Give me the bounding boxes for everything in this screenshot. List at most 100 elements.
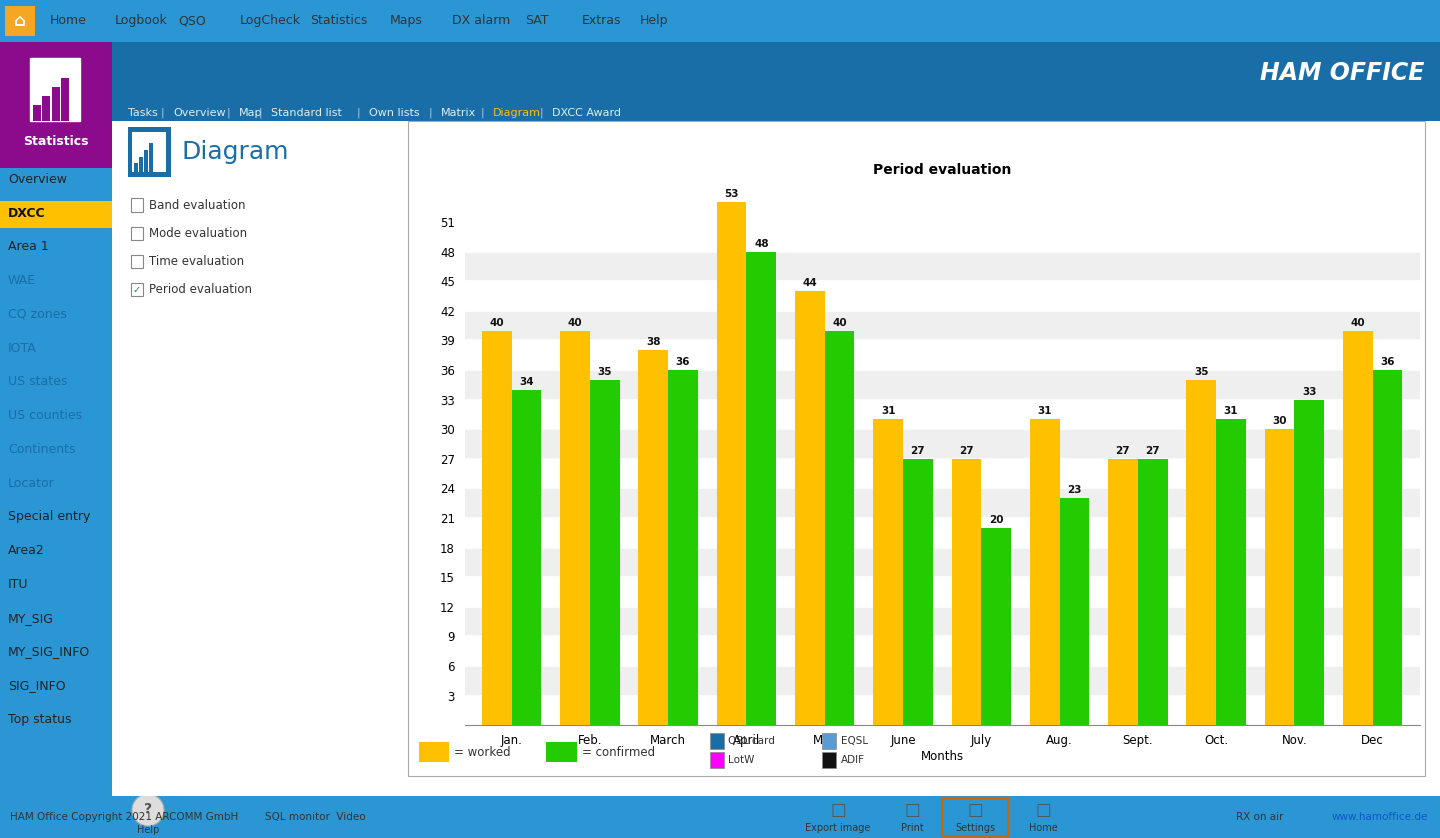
Text: Diagram: Diagram	[181, 140, 289, 164]
Text: Help: Help	[137, 825, 160, 835]
Bar	[112, 103, 1440, 121]
Bar	[128, 127, 170, 177]
Text: 31: 31	[1037, 406, 1051, 416]
Bar	[795, 291, 825, 725]
Text: Area2: Area2	[9, 544, 45, 557]
Text: 40: 40	[1351, 318, 1365, 328]
Text: 23: 23	[1067, 485, 1081, 495]
Bar	[150, 143, 153, 173]
Text: MY_SIG_INFO: MY_SIG_INFO	[9, 645, 91, 659]
Text: Home: Home	[1028, 823, 1057, 833]
Bar	[668, 370, 698, 725]
Bar	[131, 255, 143, 268]
Text: |: |	[429, 107, 432, 118]
Text: Maps: Maps	[390, 14, 423, 28]
Text: RX on air: RX on air	[1237, 812, 1283, 822]
Bar	[952, 459, 981, 725]
Bar	[710, 753, 724, 768]
Text: QSO: QSO	[179, 14, 206, 28]
Text: Standard list: Standard list	[271, 108, 341, 118]
Bar	[465, 666, 1420, 696]
Bar	[1264, 429, 1295, 725]
Bar	[710, 733, 724, 749]
Text: Statistics: Statistics	[23, 135, 89, 148]
Text: US states: US states	[9, 375, 68, 388]
Text: 31: 31	[881, 406, 896, 416]
Text: Period evaluation: Period evaluation	[150, 283, 252, 296]
Text: CQ zones: CQ zones	[9, 308, 66, 321]
Text: 33: 33	[1302, 386, 1316, 396]
Bar	[1372, 370, 1403, 725]
X-axis label: Months: Months	[920, 750, 963, 763]
Bar	[546, 742, 577, 763]
Text: SAT: SAT	[526, 14, 549, 28]
Text: □: □	[904, 801, 920, 819]
Text: □: □	[829, 801, 845, 819]
Text: Help: Help	[639, 14, 668, 28]
Text: |: |	[258, 107, 262, 118]
Text: 35: 35	[598, 367, 612, 377]
Text: 27: 27	[1145, 446, 1161, 456]
Text: |: |	[161, 107, 164, 118]
Bar	[465, 547, 1420, 577]
Bar	[60, 78, 69, 121]
Text: Top status: Top status	[9, 713, 72, 726]
Text: Own lists: Own lists	[369, 108, 420, 118]
Text: www.hamoffice.de: www.hamoffice.de	[1332, 812, 1428, 822]
Bar	[465, 251, 1420, 282]
Bar	[1215, 419, 1246, 725]
Bar	[465, 370, 1420, 400]
Bar	[942, 798, 1008, 836]
Text: LotW: LotW	[729, 755, 755, 765]
Bar	[822, 753, 837, 768]
Text: Print: Print	[900, 823, 923, 833]
Bar	[638, 350, 668, 725]
Text: 27: 27	[959, 446, 973, 456]
Text: Extras: Extras	[582, 14, 622, 28]
Text: 27: 27	[910, 446, 924, 456]
Bar	[560, 330, 590, 725]
Bar	[1344, 330, 1372, 725]
Text: DXCC Award: DXCC Award	[552, 108, 621, 118]
Bar	[746, 251, 776, 725]
Bar	[873, 419, 903, 725]
Text: ✓: ✓	[132, 285, 141, 294]
Text: WAE: WAE	[9, 274, 36, 287]
Text: ITU: ITU	[9, 578, 29, 591]
Text: 38: 38	[647, 338, 661, 348]
Bar	[4, 6, 35, 36]
Bar	[409, 121, 1424, 776]
Text: = worked: = worked	[455, 746, 511, 758]
Text: ?: ?	[144, 802, 153, 816]
Bar	[717, 202, 746, 725]
Text: Locator: Locator	[9, 477, 55, 489]
Text: 30: 30	[1272, 416, 1287, 427]
Bar	[465, 607, 1420, 636]
Text: Export image: Export image	[805, 823, 871, 833]
Bar	[1030, 419, 1060, 725]
Text: Time evaluation: Time evaluation	[150, 255, 245, 268]
Text: |: |	[226, 107, 230, 118]
Bar	[138, 157, 143, 173]
Text: Diagram: Diagram	[494, 108, 541, 118]
Bar	[465, 489, 1420, 518]
Bar	[465, 311, 1420, 340]
Circle shape	[132, 794, 164, 826]
Text: HAM Office Copyright 2021 ARCOMM GmbH: HAM Office Copyright 2021 ARCOMM GmbH	[10, 812, 238, 822]
Bar	[825, 330, 854, 725]
Text: Continents: Continents	[9, 443, 75, 456]
Bar	[112, 42, 1440, 104]
FancyBboxPatch shape	[131, 132, 167, 173]
Text: 27: 27	[1116, 446, 1130, 456]
Bar	[0, 42, 112, 168]
Text: □: □	[968, 801, 984, 819]
Title: Period evaluation: Period evaluation	[873, 163, 1011, 178]
Text: 36: 36	[675, 357, 690, 367]
FancyBboxPatch shape	[30, 58, 81, 121]
Text: IOTA: IOTA	[9, 342, 37, 354]
Text: Overview: Overview	[173, 108, 226, 118]
Bar	[33, 105, 42, 121]
Bar	[134, 163, 138, 173]
Text: Matrix: Matrix	[441, 108, 477, 118]
Bar	[112, 121, 1440, 796]
